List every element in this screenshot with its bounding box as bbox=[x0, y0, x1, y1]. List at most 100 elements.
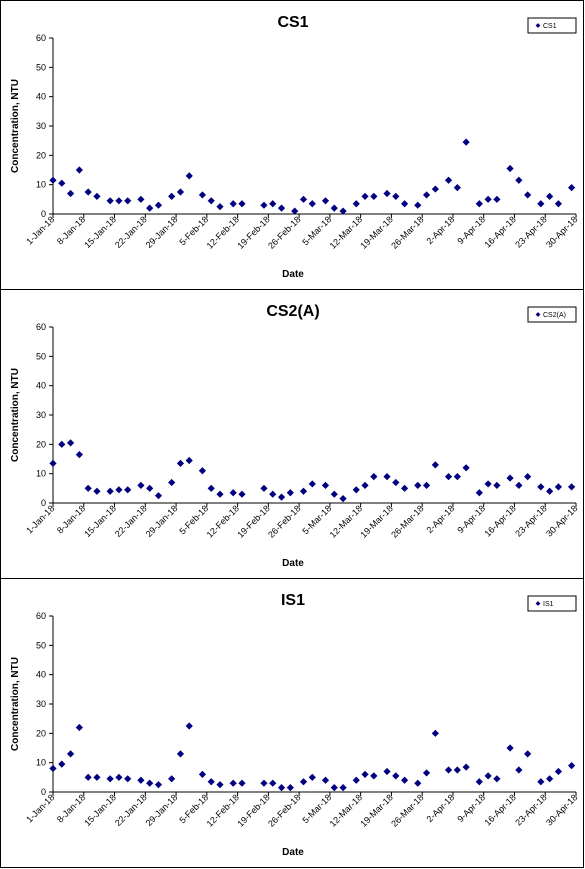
legend-marker bbox=[535, 23, 541, 28]
data-point bbox=[515, 176, 523, 184]
data-point bbox=[66, 750, 75, 758]
data-point bbox=[308, 480, 316, 488]
data-point bbox=[515, 481, 523, 489]
data-point bbox=[493, 195, 501, 203]
data-point bbox=[269, 490, 277, 498]
data-point bbox=[422, 769, 431, 777]
x-tick-label: 23-Apr-18 bbox=[513, 503, 548, 538]
x-tick-label: 26-Feb-18 bbox=[266, 503, 302, 539]
legend-marker bbox=[535, 601, 541, 606]
x-tick-label: 26-Feb-18 bbox=[266, 214, 302, 250]
data-point bbox=[506, 474, 514, 482]
chart-title: CS1 bbox=[277, 14, 308, 31]
data-point bbox=[554, 767, 563, 776]
data-point bbox=[277, 493, 286, 501]
data-point bbox=[299, 487, 308, 495]
data-point bbox=[383, 189, 391, 198]
data-point bbox=[506, 744, 514, 752]
data-point bbox=[361, 481, 369, 489]
x-tick-label: 9-Apr-18 bbox=[455, 792, 487, 824]
x-tick-label: 16-Apr-18 bbox=[483, 214, 518, 249]
x-tick-label: 26-Mar-18 bbox=[389, 214, 425, 250]
data-point bbox=[66, 189, 75, 198]
data-point bbox=[414, 201, 422, 209]
legend-box bbox=[527, 306, 577, 323]
data-point bbox=[414, 779, 422, 787]
data-point bbox=[370, 473, 378, 481]
x-tick-label: 2-Apr-18 bbox=[425, 503, 457, 535]
data-point bbox=[361, 770, 369, 778]
y-tick-label: 20 bbox=[36, 728, 46, 738]
data-point bbox=[216, 781, 224, 789]
data-point bbox=[93, 487, 101, 495]
data-point bbox=[75, 723, 83, 732]
data-point bbox=[75, 451, 83, 459]
data-point bbox=[198, 770, 207, 778]
data-point bbox=[321, 481, 330, 489]
y-tick-label: 50 bbox=[36, 351, 46, 361]
chart-title: CS2(A) bbox=[266, 303, 319, 320]
data-point bbox=[137, 481, 145, 489]
data-point bbox=[286, 784, 294, 792]
data-point bbox=[330, 490, 338, 498]
data-point bbox=[84, 188, 92, 196]
data-point bbox=[137, 776, 145, 784]
data-point bbox=[330, 204, 338, 212]
x-tick-label: 1-Jan-18 bbox=[24, 503, 56, 535]
data-point bbox=[462, 464, 470, 472]
data-point bbox=[568, 184, 576, 192]
data-point bbox=[168, 775, 176, 783]
data-point bbox=[124, 486, 132, 494]
data-point bbox=[277, 204, 286, 212]
data-point bbox=[124, 197, 132, 205]
data-point bbox=[207, 197, 215, 205]
data-point bbox=[185, 722, 193, 730]
data-point bbox=[554, 483, 563, 491]
data-point bbox=[546, 775, 554, 783]
data-point bbox=[400, 200, 409, 208]
y-tick-label: 50 bbox=[36, 640, 46, 650]
legend-label: CS2(A) bbox=[543, 312, 566, 319]
x-tick-label: 2-Apr-18 bbox=[425, 792, 457, 824]
x-tick-label: 16-Apr-18 bbox=[483, 503, 518, 538]
x-tick-label: 9-Apr-18 bbox=[455, 503, 487, 535]
y-tick-label: 40 bbox=[36, 381, 46, 391]
data-point bbox=[93, 773, 101, 781]
x-tick-label: 19-Mar-18 bbox=[358, 214, 394, 250]
y-axis-label: Concentration, NTU bbox=[10, 79, 21, 173]
data-point bbox=[58, 760, 66, 768]
x-tick-label: 16-Apr-18 bbox=[483, 792, 518, 827]
data-point bbox=[493, 481, 501, 489]
y-tick-label: 40 bbox=[36, 670, 46, 680]
chart-cs1: CS101020304050601-Jan-188-Jan-1815-Jan-1… bbox=[10, 14, 579, 280]
x-axis-label: Date bbox=[282, 558, 304, 569]
data-point bbox=[154, 201, 163, 209]
x-tick-label: 23-Apr-18 bbox=[513, 214, 548, 249]
data-point bbox=[260, 779, 268, 787]
data-point bbox=[537, 778, 545, 786]
x-tick-label: 19-Mar-18 bbox=[358, 792, 394, 828]
x-tick-label: 30-Apr-18 bbox=[544, 503, 579, 538]
data-point bbox=[154, 492, 163, 500]
data-point bbox=[475, 489, 483, 497]
data-point bbox=[49, 176, 57, 184]
data-point bbox=[286, 489, 294, 497]
data-point bbox=[400, 776, 409, 784]
y-tick-label: 10 bbox=[36, 180, 46, 190]
data-point bbox=[106, 487, 114, 495]
data-point bbox=[444, 473, 453, 481]
y-tick-label: 30 bbox=[36, 699, 46, 709]
chart-is1: IS101020304050601-Jan-188-Jan-1815-Jan-1… bbox=[10, 592, 579, 858]
data-point bbox=[400, 484, 409, 492]
y-axis-label: Concentration, NTU bbox=[10, 368, 21, 462]
data-point bbox=[115, 773, 123, 781]
legend-label: IS1 bbox=[543, 601, 554, 608]
y-tick-label: 0 bbox=[41, 209, 46, 219]
data-point bbox=[229, 489, 237, 497]
x-tick-label: 2-Apr-18 bbox=[425, 214, 457, 246]
data-point bbox=[568, 483, 576, 491]
chart-title: IS1 bbox=[281, 592, 305, 609]
data-point bbox=[299, 778, 308, 786]
x-tick-label: 29-Jan-18 bbox=[144, 792, 180, 828]
data-point bbox=[546, 487, 554, 495]
